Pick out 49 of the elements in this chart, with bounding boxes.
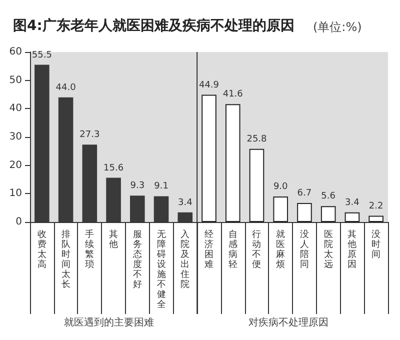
y-tick-label: 20 xyxy=(9,160,22,171)
y-tick-label: 40 xyxy=(9,103,22,114)
x-tick-label: 手续繁琐 xyxy=(85,229,94,270)
x-tick-label: 经济困难 xyxy=(204,229,214,270)
data-label: 44.0 xyxy=(56,82,76,93)
text: 对疾病不处理原因 xyxy=(248,316,329,328)
x-tick-label: 服务态度不好 xyxy=(132,230,142,290)
data-label: 6.7 xyxy=(297,188,312,199)
x-tick-label: 无障碍设施不健全 xyxy=(156,230,166,310)
x-tick-label: 没时间 xyxy=(372,229,381,260)
data-label: 5.6 xyxy=(321,192,336,202)
bar xyxy=(202,94,216,222)
bar xyxy=(344,212,360,222)
data-label: 41.6 xyxy=(222,90,244,100)
data-label: 25.8 xyxy=(246,134,268,144)
bar xyxy=(320,206,336,222)
data-label: 9.0 xyxy=(273,182,288,192)
x-tick-label: 医院太远 xyxy=(324,229,333,270)
x-tick-label: 排队时间太长 xyxy=(61,229,70,290)
x-tick-label: 其他 xyxy=(109,229,118,250)
chart-title: 图4:广东老年人就医困难及疾病不处理的原因 xyxy=(13,17,294,34)
data-label: 15.6 xyxy=(104,163,124,174)
bar xyxy=(225,104,240,222)
text: 就医遇到的主要困难 xyxy=(64,316,154,328)
x-tick-label: 没人陪同 xyxy=(300,229,309,270)
y-tick-label: 30 xyxy=(9,132,22,142)
y-tick-label: 50 xyxy=(9,74,22,86)
data-label: 2.2 xyxy=(368,201,384,212)
x-tick-label: 收费太高 xyxy=(37,229,46,270)
data-label: 27.3 xyxy=(80,130,100,140)
bar xyxy=(368,216,384,222)
data-label: 9.1 xyxy=(154,182,168,192)
bar xyxy=(249,148,264,222)
data-label: 3.4 xyxy=(178,198,193,208)
data-label: 9.3 xyxy=(130,181,145,192)
x-tick-label: 行动不便 xyxy=(252,229,262,270)
x-tick-label: 入院及出住院 xyxy=(180,229,190,290)
chart-subtitle: (单位:%) xyxy=(313,20,362,34)
data-label: 44.9 xyxy=(198,80,220,90)
y-tick-label: 10 xyxy=(9,188,22,200)
y-tick-label: 60 xyxy=(9,46,22,58)
x-tick-label: 就医麻烦 xyxy=(276,229,286,270)
bar xyxy=(297,203,312,222)
x-tick-label: 自感病轻 xyxy=(228,229,238,270)
y-tick-label: 0 xyxy=(16,216,22,228)
x-tick-label: 其他原因 xyxy=(348,229,357,270)
bar xyxy=(273,196,288,222)
data-label: 3.4 xyxy=(345,198,360,208)
data-label: 55.5 xyxy=(32,50,52,60)
